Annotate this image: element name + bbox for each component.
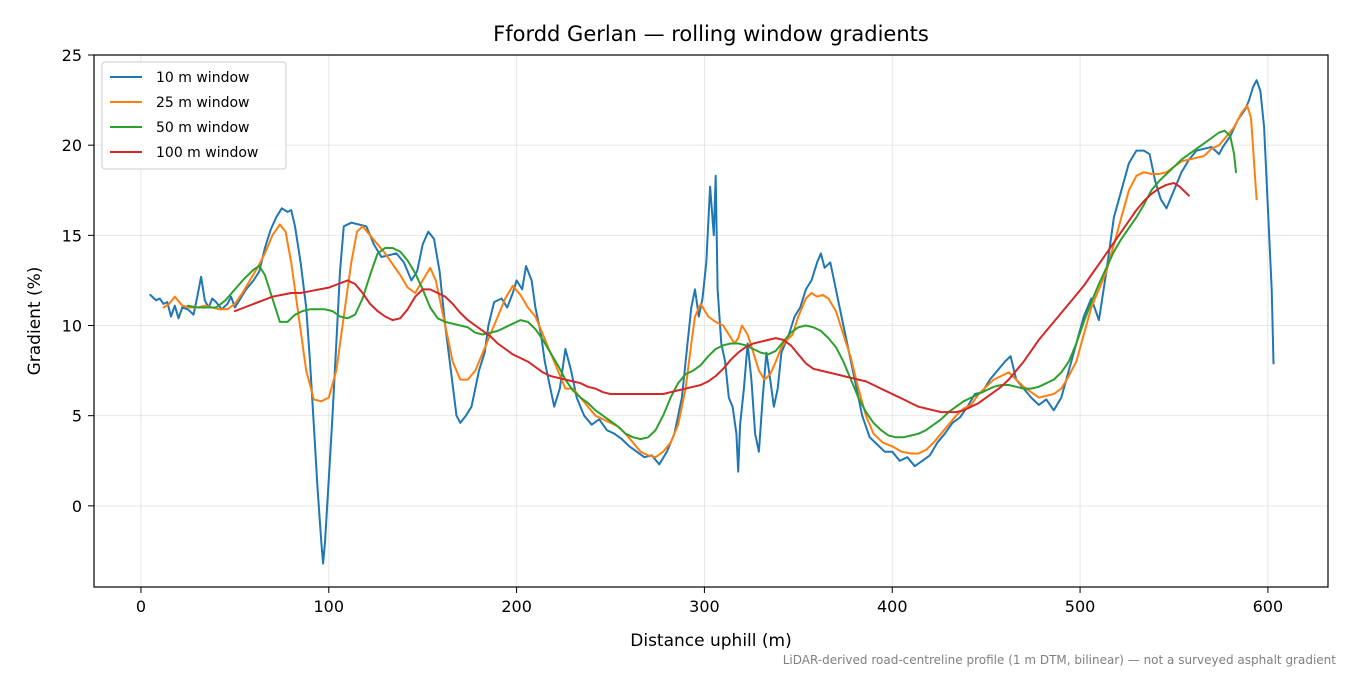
x-tick-label: 200 [501, 597, 532, 616]
legend-label: 50 m window [156, 120, 249, 136]
y-tick-label: 15 [62, 226, 82, 245]
x-axis-label: Distance uphill (m) [630, 631, 791, 651]
legend-box [101, 61, 287, 170]
x-tick-label: 500 [1065, 597, 1096, 616]
y-tick-label: 25 [62, 46, 82, 65]
x-tick-label: 0 [136, 597, 146, 616]
y-tick-label: 5 [72, 407, 82, 426]
footnote: LiDAR-derived road-centreline profile (1… [783, 653, 1337, 667]
series-lines [149, 79, 1275, 565]
y-axis-ticks: 0 5 10 15 20 25 [62, 46, 94, 516]
x-tick-label: 300 [689, 597, 720, 616]
chart-title: Ffordd Gerlan — rolling window gradients [493, 22, 929, 46]
x-axis-ticks: 0 100 200 300 400 500 600 [136, 587, 1283, 616]
legend-label: 100 m window [156, 145, 258, 161]
legend: 10 m window 25 m window 50 m window 100 m w… [101, 61, 287, 170]
series-line-25-m-window [162, 104, 1258, 459]
x-tick-label: 600 [1253, 597, 1284, 616]
plot-frame [93, 54, 1329, 588]
series-line-50-m-window [186, 129, 1237, 441]
y-tick-label: 0 [72, 497, 82, 516]
series-line-100-m-window [233, 182, 1190, 414]
x-tick-label: 100 [314, 597, 345, 616]
series-line-10-m-window [149, 79, 1275, 565]
y-tick-label: 10 [62, 317, 82, 336]
y-axis-label: Gradient (%) [25, 267, 45, 376]
legend-label: 10 m window [156, 70, 249, 86]
y-tick-label: 20 [62, 136, 82, 155]
x-tick-label: 400 [877, 597, 908, 616]
legend-label: 25 m window [156, 95, 249, 111]
